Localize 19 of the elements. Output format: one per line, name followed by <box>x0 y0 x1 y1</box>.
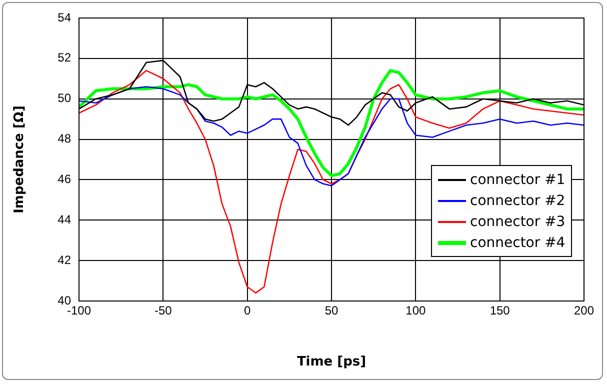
legend-label: connector #1 <box>470 172 566 188</box>
legend-label: connector #2 <box>470 192 566 209</box>
y-tick-label: 50 <box>58 91 72 106</box>
x-tick-label: -50 <box>154 304 172 318</box>
y-tick-label: 52 <box>58 50 72 65</box>
y-tick-label: 46 <box>58 172 72 186</box>
y-tick-label: 54 <box>58 10 72 24</box>
legend-label: connector #3 <box>470 214 566 230</box>
y-axis-title: Impedance [Ω] <box>12 106 28 214</box>
y-tick-label: 44 <box>58 212 72 226</box>
x-tick-label: 200 <box>574 304 594 318</box>
y-tick-label: 42 <box>58 252 72 267</box>
x-tick-label: 50 <box>324 304 338 318</box>
x-axis-title: Time [ps] <box>296 354 366 370</box>
y-tick-label: 48 <box>58 132 72 146</box>
x-tick-label: 0 <box>244 304 251 318</box>
x-tick-label: 100 <box>406 304 426 318</box>
x-tick-label: 150 <box>490 304 510 318</box>
legend-label: connector #4 <box>470 234 566 251</box>
